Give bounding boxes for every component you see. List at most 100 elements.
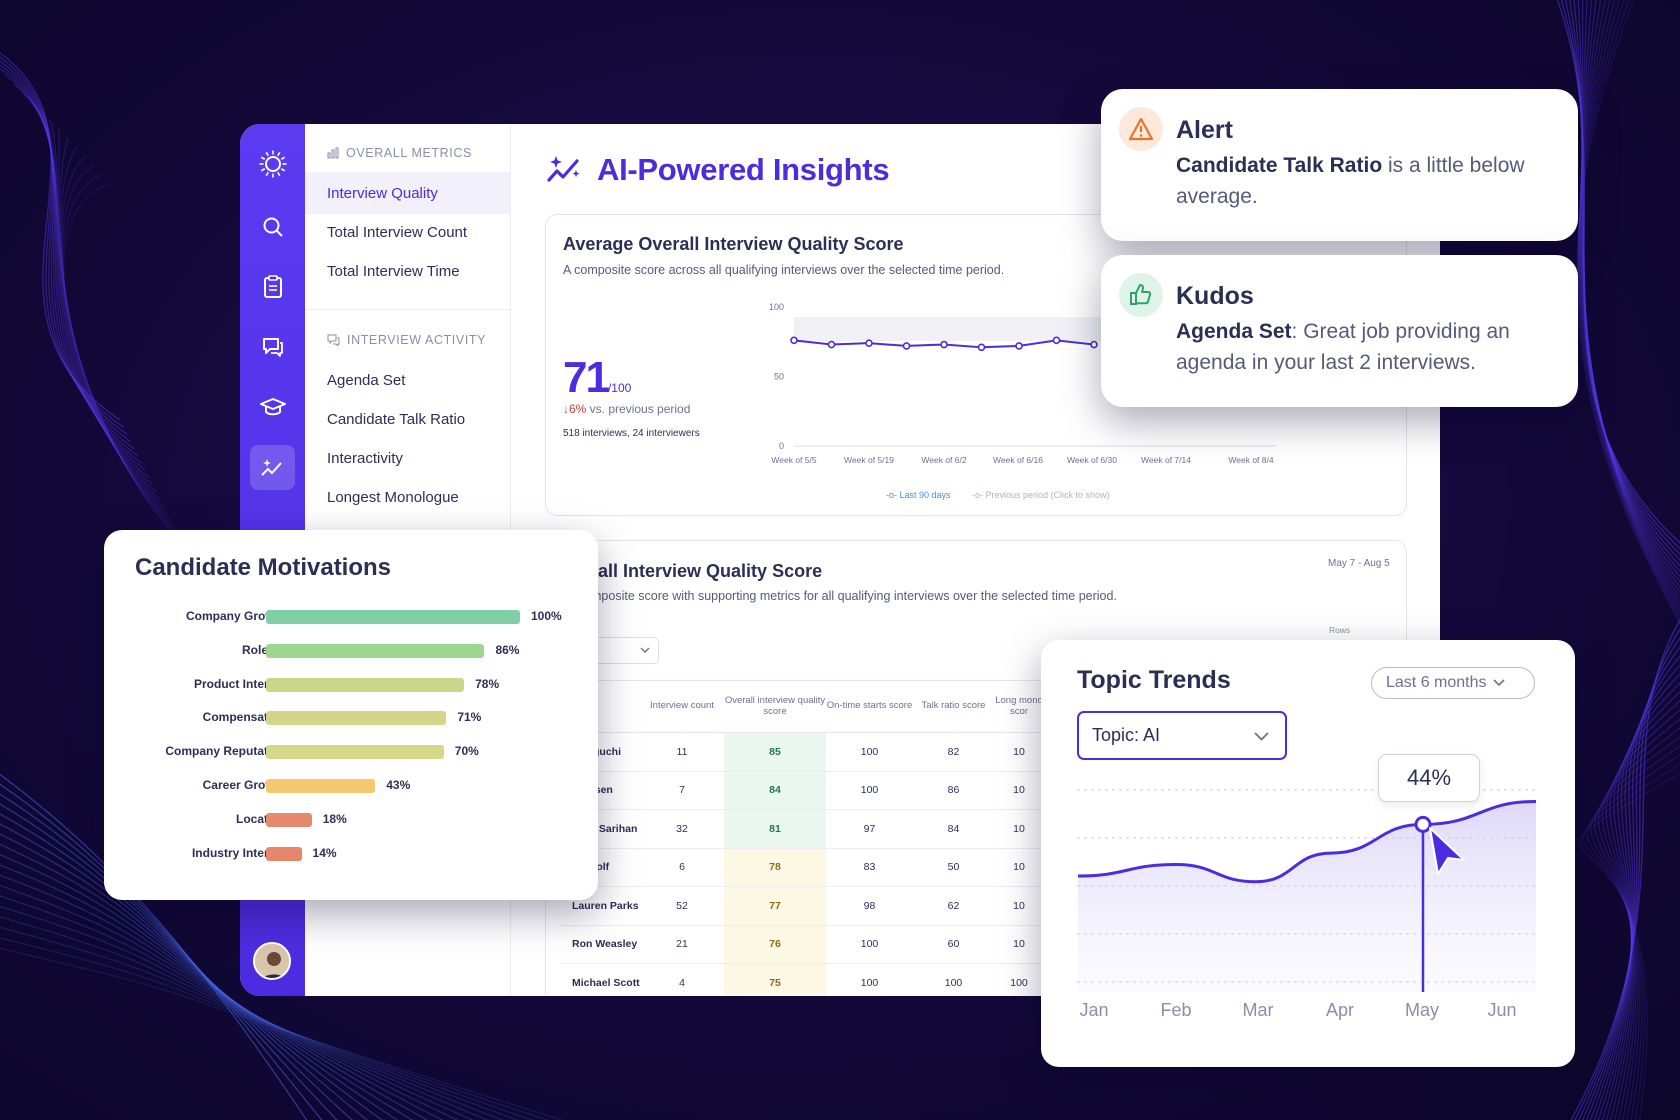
cell-ontime: 100 (826, 732, 913, 772)
cell-count: 4 (640, 963, 724, 996)
cell-mono: 10 (994, 925, 1044, 964)
sidebar-item-total-interview-time[interactable]: Total Interview Time (327, 262, 460, 280)
legend-last-90-days[interactable]: -o- Last 90 days (886, 490, 951, 500)
brand-sun-icon[interactable] (250, 141, 295, 186)
table-row[interactable]: Michael Scott 4 75 100 100 100 (560, 963, 1044, 996)
sidebar-item-candidate-talk-ratio[interactable]: Candidate Talk Ratio (327, 410, 466, 428)
highlight-point (1414, 815, 1432, 833)
bar (266, 677, 465, 692)
motivation-row: Company Growth 100% (104, 606, 624, 626)
table-row[interactable]: a Rosen7841008610 (560, 771, 1044, 810)
col-talk-ratio[interactable]: Talk ratio score (913, 680, 994, 733)
x-tick-label: Week of 7/14 (1141, 455, 1191, 465)
cell-overall: 85 (724, 732, 826, 772)
x-tick-label: Week of 6/2 (921, 455, 966, 465)
data-point (1052, 336, 1061, 345)
legend-previous-period[interactable]: -o- Previous period (Click to show) (972, 490, 1110, 500)
score-table: iewer Interview count Overall interview … (560, 680, 1044, 996)
x-tick-label: Week of 6/30 (1067, 455, 1117, 465)
trend-area (1078, 801, 1536, 992)
y-tick-label: 50 (774, 372, 784, 382)
motivation-row: Career Growth 43% (104, 775, 624, 795)
rows-label: Rows (1329, 625, 1351, 635)
page-title: AI-Powered Insights (545, 152, 890, 188)
motivation-row: Compensation 71% (104, 707, 624, 727)
data-point (1015, 342, 1023, 350)
graduation-cap-icon[interactable] (250, 384, 295, 429)
month-label: Feb (1160, 1000, 1191, 1020)
cell-count: 7 (640, 771, 724, 810)
chevron-down-icon (1492, 679, 1505, 687)
sidebar-item-agenda-set[interactable]: Agenda Set (327, 371, 406, 389)
sidebar-item-interview-quality[interactable]: Interview Quality (305, 172, 510, 214)
bar-value-label: 78% (475, 676, 500, 691)
trend-line (1077, 799, 1537, 884)
cell-count: 6 (640, 848, 724, 887)
cell-mono: 10 (994, 771, 1044, 810)
cell-talk: 100 (913, 963, 994, 996)
clipboard-icon[interactable] (250, 264, 295, 309)
thumbs-up-icon (1119, 273, 1163, 317)
cell-talk: 82 (913, 732, 994, 772)
search-icon[interactable] (250, 204, 295, 249)
bar (266, 711, 447, 726)
bar-value-label: 43% (386, 778, 411, 792)
bar-label: Compensation (202, 710, 286, 725)
chat-icon[interactable] (250, 324, 295, 369)
table-row[interactable]: Lauren Parks 52 77 98 62 10 (560, 886, 1044, 926)
data-point (977, 343, 986, 352)
col-longest-monologue[interactable]: Long mono scor (994, 680, 1044, 733)
range-select[interactable]: Last 6 months (1371, 667, 1535, 699)
cell-overall: 84 (724, 771, 826, 810)
sparkle-chart-icon[interactable] (250, 445, 295, 490)
col-overall-score[interactable]: Overall interview quality score (724, 680, 826, 733)
cell-overall: 81 (724, 809, 826, 849)
month-label: Apr (1326, 1000, 1354, 1020)
topic-trend-area-chart: Jan Feb Mar Apr May Jun (1077, 789, 1537, 1020)
trend-tooltip: 44% (1378, 754, 1480, 802)
cell-ontime: 100 (826, 925, 913, 964)
bar (266, 846, 302, 861)
bar-value-label: 71% (457, 710, 482, 725)
kudos-card: Kudos Agenda Set: Great job providing an… (1101, 255, 1578, 407)
topic-trends-card: Topic Trends Last 6 months Topic: AI Jan… (1041, 640, 1575, 1067)
kudos-message: Agenda Set: Great job providing an agend… (1176, 320, 1510, 374)
table-row[interactable]: Ron Weasley 21 76 100 60 10 (560, 925, 1044, 964)
cell-mono: 10 (994, 848, 1044, 887)
bar (266, 812, 312, 827)
x-tick-label: Week of 5/19 (844, 455, 894, 465)
col-interview-count[interactable]: Interview count (640, 680, 724, 733)
bar-value-label: 100% (531, 609, 562, 623)
motivation-row: Location 18% (104, 809, 624, 829)
panel-title: Average Overall Interview Quality Score (563, 234, 904, 254)
cell-talk: 60 (913, 925, 994, 964)
x-tick-label: Week of 6/16 (993, 455, 1043, 465)
col-on-time-starts[interactable]: On-time starts score (826, 680, 913, 733)
topic-select[interactable]: Topic: AI (1077, 711, 1287, 760)
topic-trends-title: Topic Trends (1077, 666, 1231, 694)
sidebar-item-total-interview-count[interactable]: Total Interview Count (327, 223, 468, 241)
user-avatar[interactable] (253, 942, 291, 980)
cell-mono: 10 (994, 732, 1044, 772)
table-row[interactable]: ck Wolf678835010 (560, 848, 1044, 887)
data-point (790, 336, 798, 345)
month-label: Mar (1243, 1000, 1274, 1020)
motivation-row: Product Interest 78% (104, 674, 624, 694)
table-row[interactable]: shek Sarihan 32 81 97 84 10 (560, 809, 1044, 849)
month-label: May (1405, 1000, 1439, 1020)
score-value: 71 /100 (563, 353, 632, 402)
cell-talk: 84 (913, 809, 994, 849)
cell-interviewer: Michael Scott (560, 963, 640, 996)
chat-bubble-icon (327, 334, 340, 346)
table-row[interactable]: amaguchi11851008210 (560, 732, 1044, 772)
sidebar-item-longest-monologue[interactable]: Longest Monologue (327, 488, 459, 506)
cell-count: 11 (640, 732, 724, 772)
data-point (827, 340, 836, 349)
bar-label: Company Reputation (165, 744, 286, 759)
cell-ontime: 100 (826, 771, 913, 810)
bar-value-label: 70% (454, 744, 479, 759)
motivations-title: Candidate Motivations (135, 554, 392, 581)
sidebar-item-interactivity[interactable]: Interactivity (327, 449, 403, 467)
bar-label: Industry Interest (191, 845, 286, 860)
